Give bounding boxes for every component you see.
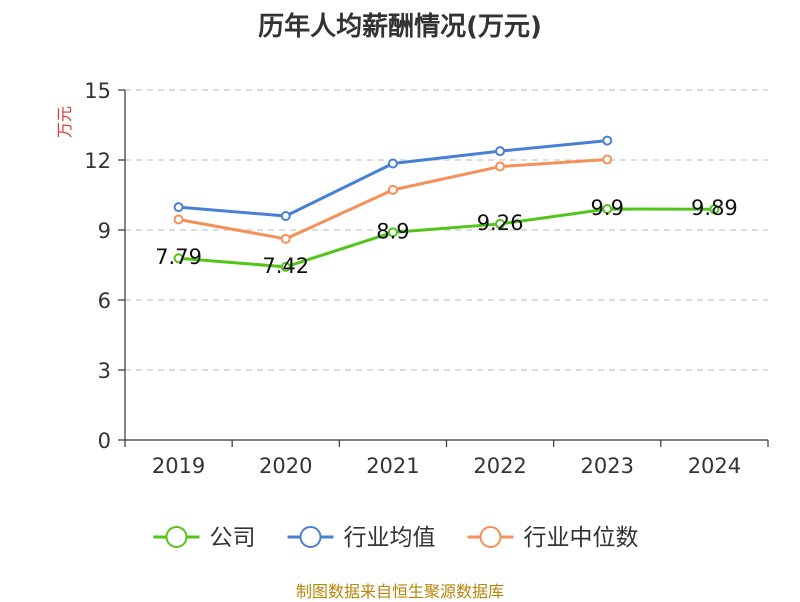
data-point xyxy=(173,253,184,264)
data-label: 8.9 xyxy=(376,219,409,243)
y-tick-label: 15 xyxy=(84,79,111,103)
data-point xyxy=(602,204,613,214)
x-tick-label: 2020 xyxy=(259,454,312,478)
data-label: 7.42 xyxy=(262,254,309,278)
legend-label: 行业中位数 xyxy=(524,525,639,551)
y-tick-label: 9 xyxy=(98,219,111,243)
x-tick-label: 2024 xyxy=(688,454,741,478)
y-tick-label: 0 xyxy=(98,429,111,453)
legend-label: 行业均值 xyxy=(344,525,436,551)
data-point xyxy=(387,227,398,238)
data-label: 7.79 xyxy=(155,245,202,269)
data-point xyxy=(495,146,506,157)
series-line xyxy=(178,207,715,269)
legend: 公司 行业均值 行业中位数 xyxy=(153,525,639,551)
data-point xyxy=(280,233,291,244)
data-point xyxy=(280,261,291,272)
data-point xyxy=(387,158,398,169)
data-point xyxy=(495,161,506,172)
data-label: 9.89 xyxy=(691,196,738,220)
y-tick-label: 3 xyxy=(98,359,111,383)
data-point xyxy=(173,202,184,213)
legend-marker xyxy=(165,526,188,548)
data-point xyxy=(602,154,613,165)
data-label: 9.9 xyxy=(591,196,624,220)
y-tick-label: 12 xyxy=(84,149,111,173)
data-point xyxy=(602,135,613,146)
grid-lines xyxy=(125,89,768,371)
data-labels: 7.79 7.42 8.9 9.26 9.9 9.89 xyxy=(155,196,738,278)
data-point xyxy=(495,218,506,229)
chart-title: 历年人均薪酬情况(万元) xyxy=(258,12,542,42)
data-point xyxy=(709,204,720,215)
y-tick-label: 6 xyxy=(98,289,111,313)
x-tick-label: 2023 xyxy=(581,454,634,478)
legend-label: 公司 xyxy=(210,525,256,551)
x-tick-label: 2022 xyxy=(473,454,526,478)
legend-marker xyxy=(479,526,502,548)
data-point xyxy=(173,214,184,225)
series-line xyxy=(178,139,608,218)
data-label: 9.26 xyxy=(477,211,524,235)
x-tick-label: 2019 xyxy=(152,454,205,478)
x-tick-label: 2021 xyxy=(366,454,419,478)
data-point xyxy=(280,211,291,221)
axes: 0 3 6 9 12 15 2019 2020 2021 2022 2023 2024 xyxy=(84,79,769,478)
data-point xyxy=(387,184,398,195)
series-lines xyxy=(173,135,720,272)
legend-marker xyxy=(299,526,322,548)
source-note: 制图数据来自恒生聚源数据库 xyxy=(295,582,504,601)
y-axis-title: 万元 xyxy=(55,106,74,138)
